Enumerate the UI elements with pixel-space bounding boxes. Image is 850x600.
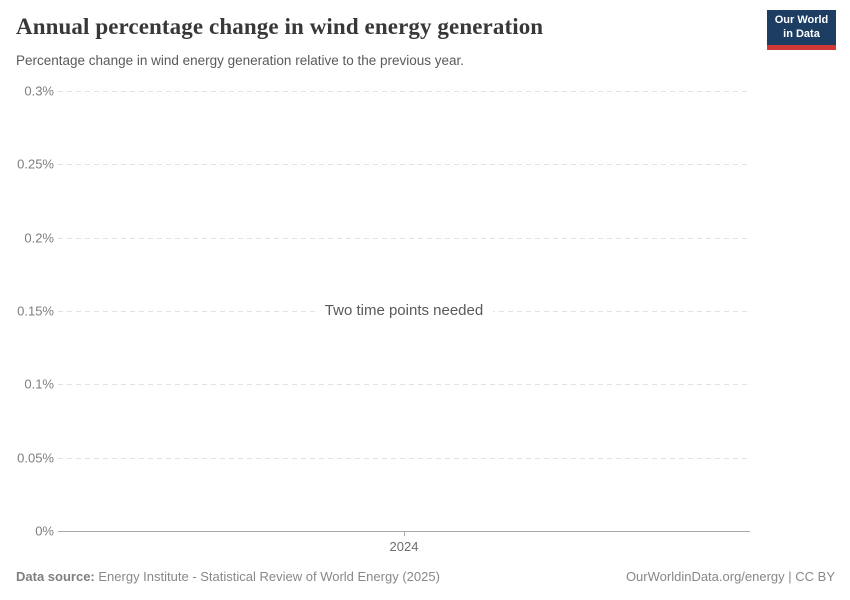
owid-logo: Our World in Data — [767, 10, 836, 50]
chart-subtitle: Percentage change in wind energy generat… — [16, 53, 465, 68]
data-source-text: Energy Institute - Statistical Review of… — [98, 569, 440, 584]
license-link[interactable]: OurWorldinData.org/energy | CC BY — [625, 569, 835, 584]
y-gridline — [58, 457, 750, 459]
x-axis-tick-label: 2024 — [389, 539, 419, 554]
chart-title: Annual percentage change in wind energy … — [16, 14, 544, 39]
chart-footer: Data source: Energy Institute - Statisti… — [16, 569, 835, 584]
y-gridline — [58, 91, 750, 92]
y-axis-tick-label: 0.2% — [24, 230, 54, 246]
y-gridline — [58, 237, 750, 239]
x-axis-tick-mark — [404, 532, 405, 536]
y-axis-tick-label: 0% — [35, 523, 54, 539]
y-axis-tick-label: 0.05% — [17, 450, 54, 466]
y-axis-tick-label: 0.25% — [17, 156, 54, 172]
y-axis-tick-label: 0.1% — [24, 376, 54, 392]
x-axis-line — [58, 531, 750, 532]
y-axis-tick-label: 0.15% — [17, 303, 54, 319]
y-gridline — [58, 384, 750, 386]
y-axis-tick-label: 0.3% — [24, 83, 54, 99]
y-gridline — [58, 164, 750, 166]
data-source-label: Data source: — [16, 569, 95, 584]
owid-logo-text: Our World in Data — [774, 13, 829, 40]
empty-state-message: Two time points needed — [58, 300, 750, 321]
data-source-note: Data source: Energy Institute - Statisti… — [16, 569, 440, 584]
